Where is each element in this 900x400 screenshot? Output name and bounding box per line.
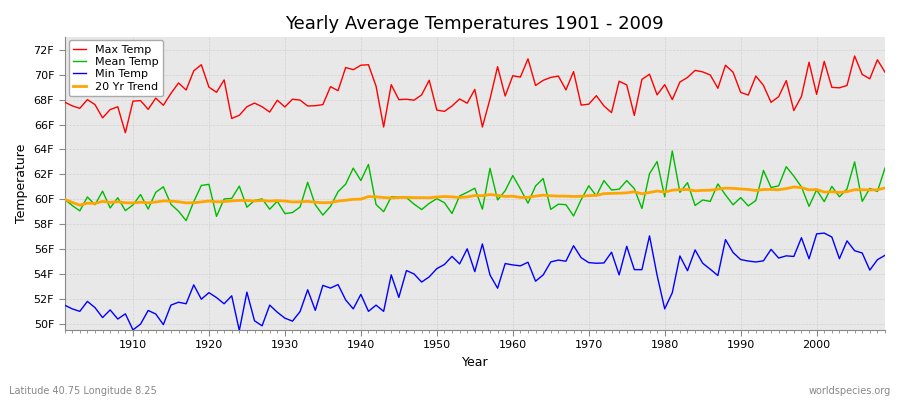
- Title: Yearly Average Temperatures 1901 - 2009: Yearly Average Temperatures 1901 - 2009: [285, 15, 664, 33]
- 20 Yr Trend: [294, 200, 305, 204]
- Mean Temp: [508, 173, 518, 178]
- Max Temp: [879, 70, 890, 75]
- Max Temp: [515, 75, 526, 80]
- Min Temp: [234, 328, 245, 333]
- Mean Temp: [606, 188, 616, 192]
- 20 Yr Trend: [606, 191, 616, 196]
- Mean Temp: [515, 186, 526, 191]
- Min Temp: [819, 231, 830, 236]
- Mean Temp: [59, 197, 70, 202]
- Mean Temp: [181, 218, 192, 223]
- Mean Temp: [879, 166, 890, 170]
- Min Temp: [59, 303, 70, 308]
- 20 Yr Trend: [788, 184, 799, 189]
- Max Temp: [120, 130, 130, 135]
- Min Temp: [294, 309, 305, 314]
- Min Temp: [508, 262, 518, 267]
- Text: Latitude 40.75 Longitude 8.25: Latitude 40.75 Longitude 8.25: [9, 386, 157, 396]
- 20 Yr Trend: [340, 198, 351, 203]
- Min Temp: [879, 253, 890, 258]
- Line: Mean Temp: Mean Temp: [65, 151, 885, 221]
- Mean Temp: [294, 205, 305, 210]
- Mean Temp: [340, 182, 351, 186]
- Line: Max Temp: Max Temp: [65, 56, 885, 133]
- Max Temp: [508, 73, 518, 78]
- 20 Yr Trend: [59, 197, 70, 202]
- Max Temp: [294, 98, 305, 102]
- Y-axis label: Temperature: Temperature: [15, 144, 28, 223]
- Max Temp: [128, 99, 139, 104]
- Min Temp: [120, 312, 130, 316]
- Max Temp: [340, 65, 351, 70]
- Legend: Max Temp, Mean Temp, Min Temp, 20 Yr Trend: Max Temp, Mean Temp, Min Temp, 20 Yr Tre…: [68, 40, 164, 96]
- 20 Yr Trend: [508, 194, 518, 199]
- Line: Min Temp: Min Temp: [65, 233, 885, 330]
- Min Temp: [606, 250, 616, 254]
- Max Temp: [606, 110, 616, 115]
- 20 Yr Trend: [75, 203, 86, 208]
- Max Temp: [850, 54, 860, 58]
- Min Temp: [515, 264, 526, 268]
- Mean Temp: [667, 148, 678, 153]
- 20 Yr Trend: [879, 186, 890, 190]
- Line: 20 Yr Trend: 20 Yr Trend: [65, 187, 885, 205]
- Text: worldspecies.org: worldspecies.org: [809, 386, 891, 396]
- 20 Yr Trend: [128, 200, 139, 205]
- X-axis label: Year: Year: [462, 356, 488, 369]
- Max Temp: [59, 100, 70, 104]
- Mean Temp: [120, 208, 130, 213]
- Min Temp: [340, 298, 351, 302]
- 20 Yr Trend: [515, 195, 526, 200]
